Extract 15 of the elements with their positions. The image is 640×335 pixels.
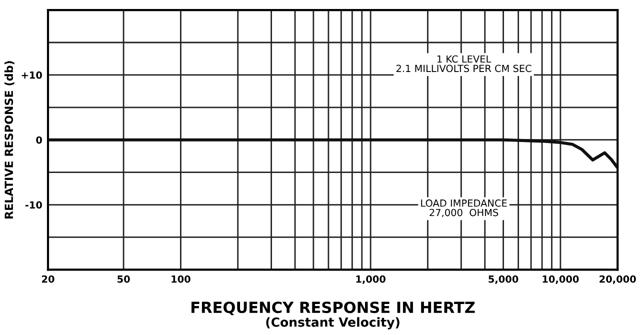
annotation: LOAD IMPEDANCE 27,000 OHMS <box>421 199 507 218</box>
x-tick-label: 10,000 <box>542 275 579 284</box>
text: (Constant Velocity) <box>266 317 400 330</box>
x-tick-label: 100 <box>172 275 190 283</box>
x-tick-label: 20 <box>42 275 54 283</box>
y-axis-title: RELATIVE RESPONSE (db) <box>4 61 14 218</box>
x-tick-label: 5,000 <box>488 275 518 284</box>
x-tick-label: 1,000 <box>356 275 386 284</box>
annotation: 1 KC LEVEL 2.1 MILLIVOLTS PER CM SEC <box>396 55 532 72</box>
x-axis-title: FREQUENCY RESPONSE IN HERTZ <box>192 302 475 316</box>
y-tick-label: +10 <box>22 71 42 79</box>
x-tick-label: 20,000 <box>600 275 636 284</box>
x-tick-label: 50 <box>118 275 130 283</box>
y-tick-label: -10 <box>25 201 42 209</box>
y-tick-label: 0 <box>36 136 42 144</box>
